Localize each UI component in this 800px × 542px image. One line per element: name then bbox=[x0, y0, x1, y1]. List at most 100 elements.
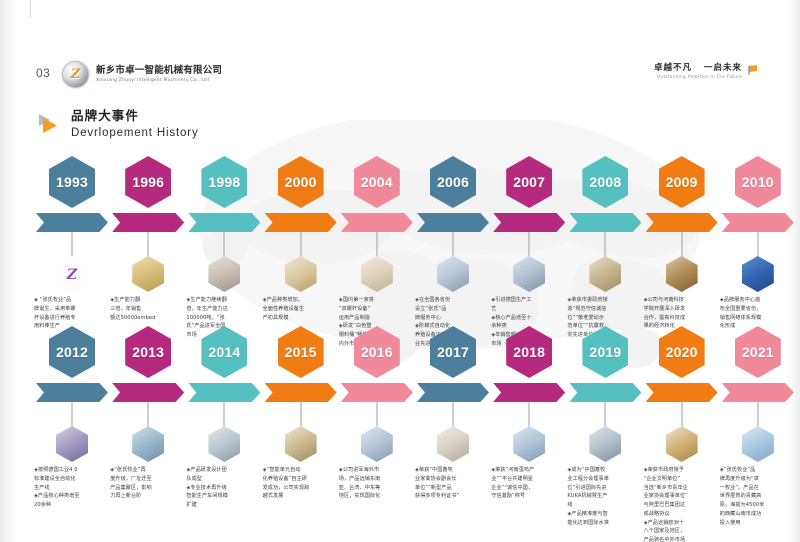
milestone-description-line: 产品集聚区，影响 bbox=[110, 484, 152, 491]
year-label: 2016 bbox=[360, 344, 393, 360]
milestone-description-line: 化养殖设备”自主研 bbox=[262, 475, 307, 482]
emblem-letter: Z bbox=[66, 267, 78, 283]
connector-stem bbox=[604, 402, 606, 430]
year-banner-arrow bbox=[188, 213, 261, 232]
year-hexagon: 2019 bbox=[582, 326, 629, 378]
milestone-photo bbox=[360, 256, 393, 292]
milestone-description-line: ◈产品核心种类增至 bbox=[34, 493, 80, 500]
year-banner-arrow bbox=[493, 383, 566, 402]
milestone-description-line: 与阿里巴巴集团达 bbox=[643, 502, 686, 508]
year-hexagon: 2015 bbox=[277, 326, 324, 378]
milestone-description-line: 产品驰名中外市场 bbox=[643, 537, 686, 542]
milestone-description-line: 业”“平台共建明星 bbox=[491, 475, 534, 482]
year-banner-arrow bbox=[340, 383, 413, 402]
milestone-description: ◈国内第一家将 “双螺杆设备” 运用产品制造 ◈研发“白色塑 钢料桶”畅销国 内外市场 bbox=[339, 296, 415, 349]
milestone-description-line: 运用产品制造 bbox=[338, 314, 370, 321]
year-banner-arrow bbox=[417, 383, 489, 402]
milestone-description: ◈荣获市委政府授 造“规范守信诚信 位”“敬老爱幼示 范单位”“抗震救 灾先进单位” bbox=[567, 296, 643, 340]
connector-stem bbox=[452, 232, 454, 260]
milestone-description-line: ◈成为“中国畜牧 bbox=[567, 467, 606, 473]
milestone-description-line: 氏”产品进军全国 bbox=[186, 323, 226, 330]
year-label: 2013 bbox=[132, 344, 165, 360]
year-hexagon: 2008 bbox=[582, 156, 629, 208]
company-name-cn: 新乡市卓一智能机械有限公司 bbox=[96, 65, 223, 77]
milestone-description-line: ◈品牌服务中心遍 bbox=[719, 297, 761, 303]
milestone-description-line: 能化达到国际水准 bbox=[567, 519, 609, 526]
milestone-description-line: ◈产品研发设计团 bbox=[186, 467, 227, 473]
year-hexagon: 2006 bbox=[430, 156, 476, 208]
milestone-description-line: 业家协会理事单位” bbox=[643, 493, 688, 500]
page-header: 03 Z 新乡市卓一智能机械有限公司 Xinxiang Zhuoyi Intel… bbox=[0, 28, 800, 88]
milestone-description-line: 队成型 bbox=[186, 475, 202, 482]
connector-stem bbox=[376, 402, 378, 430]
milestone-description-line: ◈ “张氏牧业”品 bbox=[34, 297, 72, 303]
milestone-description-line: ◈公司进军海外市 bbox=[338, 467, 380, 473]
timeline-node: 2010 ◈品牌服务中心遍 布全国重要省份， 销售网络体系规模 化形成 bbox=[720, 156, 794, 329]
milestone-description-line: ◈“张氏牧业”再 bbox=[110, 467, 146, 473]
connector-stem bbox=[147, 232, 149, 260]
connector-stem bbox=[452, 402, 454, 430]
section-title: 品牌大事件 Devrlopement History bbox=[38, 108, 199, 141]
milestone-description-line: 化形成 bbox=[719, 323, 736, 330]
milestone-description-line: 扩建 bbox=[186, 502, 197, 508]
milestone-description-line: KUKA机械臂生产 bbox=[567, 493, 608, 500]
milestone-description: ◈“智能单元自动 化养殖设备”自主研 发成功，公司实现跨 越式发展 bbox=[263, 466, 339, 501]
milestone-description-line: ◈荣获市政府授予 bbox=[643, 467, 684, 473]
milestone-description-line: 灾先进单位” bbox=[567, 332, 597, 338]
binding-line bbox=[30, 0, 31, 24]
milestone-description-line: 度升级，厂址迁至 bbox=[110, 475, 152, 482]
milestone-description-line: 获得多项专利证书” bbox=[415, 493, 460, 500]
year-label: 1993 bbox=[56, 174, 88, 190]
milestone-description-line: 合作，提高科技成 bbox=[643, 314, 686, 321]
connector-stem bbox=[528, 232, 530, 260]
year-banner-arrow bbox=[721, 383, 794, 402]
play-triangle-icon bbox=[39, 114, 57, 134]
connector-stem bbox=[681, 232, 683, 260]
year-hexagon: 2021 bbox=[734, 326, 781, 378]
milestone-description-line: 当选“新乡市青年企 bbox=[643, 484, 688, 491]
milestone-description-line: 产初具规模 bbox=[262, 314, 289, 321]
connector-stem bbox=[300, 402, 302, 430]
milestone-description-line: 市场 bbox=[186, 332, 197, 338]
timeline-node: 2019 ◈成为“中国畜牧 业工程分会理事单 位”引进国际先进 KUKA机械臂生产线 ◈产… bbox=[567, 326, 642, 526]
milestone-description: ◈成为“中国畜牧 业工程分会理事单 位”引进国际先进 KUKA机械臂生产线 ◈产品精准度… bbox=[567, 466, 643, 527]
brand-emblem-icon: Z bbox=[55, 256, 89, 294]
year-label: 2009 bbox=[665, 174, 698, 190]
milestone-description-line: ◈生产能力翻 bbox=[110, 297, 141, 303]
milestone-description-line: 业先进水平 bbox=[415, 340, 441, 347]
milestone-description-line: ◈在全国各省份 bbox=[415, 297, 451, 303]
year-hexagon: 2016 bbox=[353, 326, 400, 378]
milestone-description-line: 力再上新台阶 bbox=[110, 493, 142, 500]
year-banner-arrow bbox=[188, 383, 261, 402]
milestone-description-line: “双螺杆设备” bbox=[338, 305, 371, 312]
milestone-description: ◈按照德国工业4.0 标准建设全自动化 生产线 ◈产品核心种类增至 20余种 bbox=[34, 466, 110, 510]
year-banner-arrow bbox=[340, 213, 413, 232]
connector-stem bbox=[528, 402, 530, 430]
milestone-description-line: 标准建设全自动化 bbox=[34, 475, 76, 482]
milestone-description-line: 越式发展 bbox=[262, 493, 284, 500]
timeline-node: 2021 ◈“张氏牧业”品 牌再度升级为“卓 一牧业”。产品在 世界屋脊的青藏高 原，海拔… bbox=[720, 326, 794, 526]
milestone-description: ◈荣获“中国畜牧 业家禽协会副会长 单位”“新型产品 获得多项专利证书” bbox=[415, 466, 491, 501]
milestone-description: ◈品牌服务中心遍 布全国重要省份， 销售网络体系规模 化形成 bbox=[720, 296, 796, 331]
year-label: 2014 bbox=[208, 344, 241, 360]
milestone-description-line: ◈产品种类增加， bbox=[262, 297, 303, 303]
milestone-description-line: 智能生产车间规模 bbox=[186, 493, 228, 500]
milestone-description-line: 成战略协议 bbox=[643, 510, 670, 517]
year-banner-arrow bbox=[645, 383, 718, 402]
milestone-description-line: 市场 bbox=[491, 340, 502, 347]
milestone-description-line: ◈产品精准度与智 bbox=[567, 510, 608, 517]
milestone-description-line: 牌服务中心 bbox=[415, 314, 441, 321]
milestone-description-line: 杆设备进行养殖专 bbox=[34, 314, 76, 321]
milestone-description: ◈ “张氏牧业”品 牌诞生，采用单螺 杆设备进行养殖专 用料棒生产 bbox=[34, 296, 110, 331]
milestone-description-line: 额达50000embed bbox=[110, 314, 156, 321]
milestone-description-line: 单位”“新型产品 bbox=[415, 484, 452, 491]
year-hexagon: 2007 bbox=[506, 156, 553, 208]
connector-stem bbox=[71, 232, 73, 260]
company-logo: Z 新乡市卓一智能机械有限公司 Xinxiang Zhuoyi Intellig… bbox=[62, 61, 222, 88]
slogan-cn-part1: 卓越不凡 bbox=[653, 63, 692, 73]
year-label: 2004 bbox=[360, 174, 393, 190]
year-hexagon: 2018 bbox=[506, 326, 553, 378]
year-hexagon: 2020 bbox=[658, 326, 705, 378]
milestone-description-line: ◈国内第一家将 bbox=[338, 297, 374, 303]
